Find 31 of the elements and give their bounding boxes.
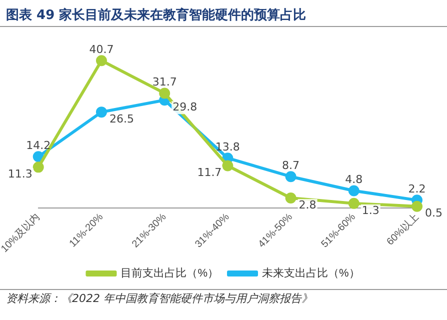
point (285, 192, 296, 204)
data-label: 13.8 (215, 140, 240, 154)
legend-label: 未来支出占比（%） (262, 266, 360, 280)
data-label: 29.8 (172, 100, 198, 114)
data-label: 31.7 (152, 76, 177, 89)
point (285, 171, 296, 182)
point (222, 160, 234, 172)
data-label: 2.8 (298, 198, 316, 212)
data-label: 8.7 (282, 158, 300, 172)
point (32, 162, 44, 173)
point (348, 198, 360, 209)
point (412, 200, 422, 212)
data-label: 11.3 (8, 168, 32, 181)
text: 资料来源：《2022 年中国教育智能硬件市场与用户洞察报告》 (0, 289, 447, 307)
data-label: 1.3 (362, 204, 380, 217)
x-tick-label: 10%及以内 (0, 210, 42, 255)
data-label: 14.2 (26, 139, 51, 152)
data-label: 26.5 (109, 112, 134, 126)
point (348, 185, 360, 196)
point (96, 55, 107, 66)
data-label: 4.8 (345, 173, 363, 186)
chart-title: 图表 49 家长目前及未来在教育智能硬件的预算占比 (0, 0, 447, 27)
data-label: 2.2 (408, 182, 426, 196)
point (159, 88, 170, 99)
point (32, 151, 44, 162)
point (96, 106, 107, 118)
x-tick-label: 60%以上 (384, 210, 422, 248)
data-label: 0.5 (425, 206, 442, 220)
data-label: 40.7 (89, 42, 114, 56)
data-label: 11.7 (197, 166, 222, 180)
legend-label: 目前支出占比（%） (120, 266, 218, 280)
